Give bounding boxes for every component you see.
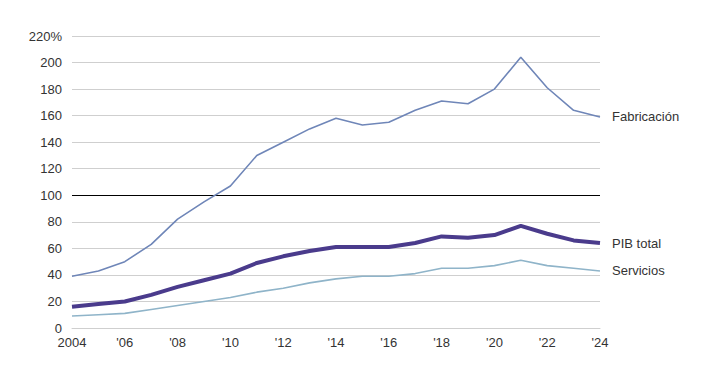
svg-text:20: 20 bbox=[48, 294, 62, 309]
svg-text:'14: '14 bbox=[328, 335, 345, 350]
svg-text:0: 0 bbox=[55, 321, 62, 336]
svg-text:160: 160 bbox=[40, 108, 62, 123]
svg-text:'12: '12 bbox=[275, 335, 292, 350]
svg-text:'18: '18 bbox=[433, 335, 450, 350]
svg-text:140: 140 bbox=[40, 135, 62, 150]
svg-text:Servicios: Servicios bbox=[612, 263, 665, 278]
svg-text:100: 100 bbox=[40, 188, 62, 203]
svg-text:'10: '10 bbox=[222, 335, 239, 350]
svg-text:'08: '08 bbox=[169, 335, 186, 350]
svg-text:200: 200 bbox=[40, 55, 62, 70]
svg-text:80: 80 bbox=[48, 214, 62, 229]
svg-text:60: 60 bbox=[48, 241, 62, 256]
svg-text:'20: '20 bbox=[486, 335, 503, 350]
svg-text:180: 180 bbox=[40, 82, 62, 97]
svg-text:2004: 2004 bbox=[58, 335, 87, 350]
svg-text:'16: '16 bbox=[380, 335, 397, 350]
svg-text:'24: '24 bbox=[592, 335, 609, 350]
svg-text:220%: 220% bbox=[29, 29, 63, 44]
svg-text:120: 120 bbox=[40, 161, 62, 176]
svg-text:'06: '06 bbox=[116, 335, 133, 350]
svg-text:40: 40 bbox=[48, 267, 62, 282]
svg-text:Fabricación: Fabricación bbox=[612, 109, 679, 124]
svg-text:'22: '22 bbox=[539, 335, 556, 350]
svg-text:PIB total: PIB total bbox=[612, 236, 661, 251]
